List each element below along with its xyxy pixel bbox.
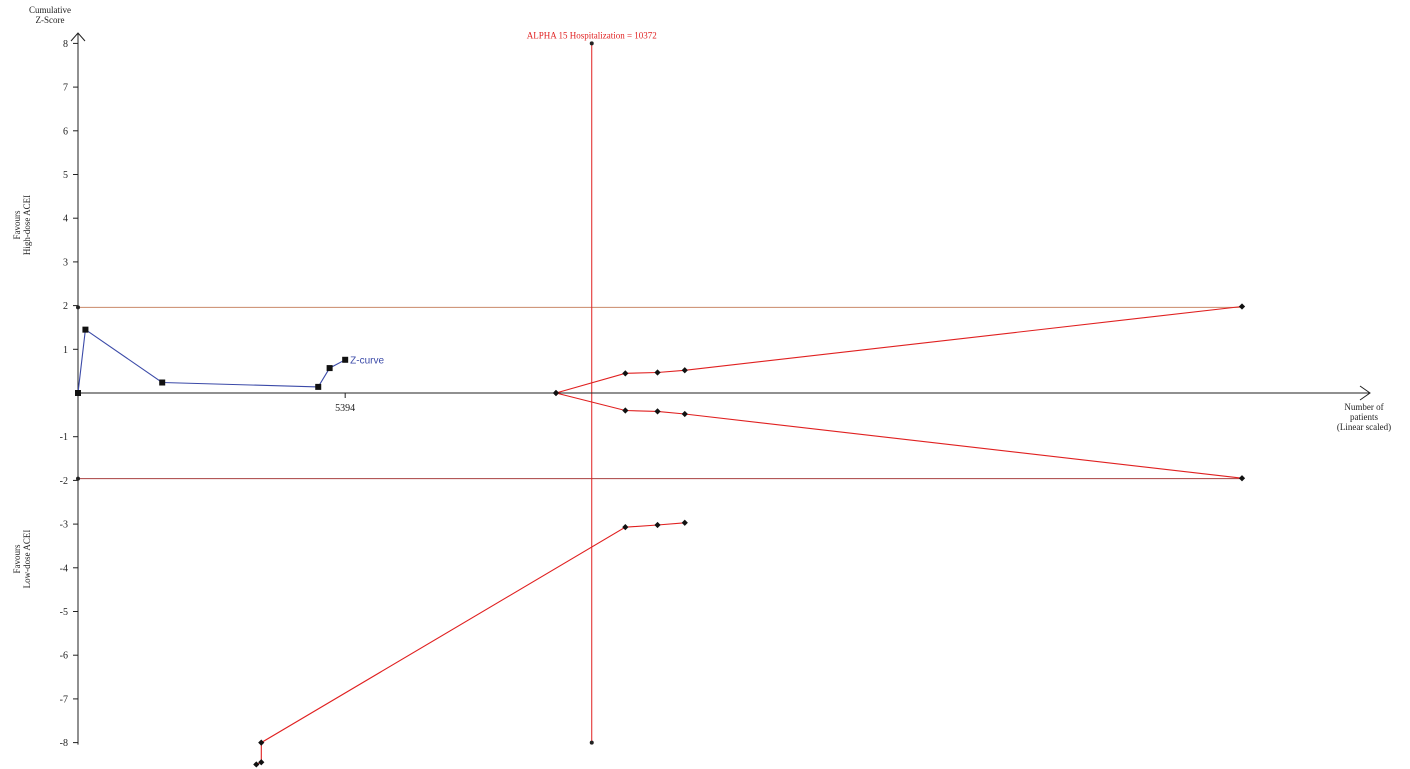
y-tick-label: -4 — [60, 563, 68, 574]
favours-high-dose-label-line: Favours — [12, 210, 22, 239]
y-tick-label: 3 — [63, 257, 68, 268]
z-curve-point — [82, 326, 89, 333]
ris-label: ALPHA 15 Hospitalization = 10372 — [527, 30, 657, 40]
x-axis-arrow — [1359, 385, 1371, 401]
y-tick-label: 2 — [63, 301, 68, 312]
x-axis-title: (Linear scaled) — [1337, 422, 1391, 432]
boundary-point — [681, 410, 688, 418]
y-axis-title: Z-Score — [36, 15, 65, 25]
y-tick-label: 6 — [63, 126, 68, 137]
boundary-point — [622, 370, 629, 377]
y-tick-label: 5 — [63, 170, 68, 181]
z-curve-point — [326, 365, 333, 372]
z-curve-line — [77, 328, 346, 394]
boundary-point — [552, 389, 560, 397]
ris-marker — [589, 41, 594, 46]
boundary-point — [1238, 475, 1246, 482]
x-tick-label: 5394 — [335, 403, 355, 414]
y-tick-label: -7 — [60, 694, 68, 705]
boundary-line-2 — [555, 392, 1243, 479]
boundary-point — [622, 407, 629, 414]
boundary-point — [654, 369, 661, 376]
z-curve-point — [342, 356, 349, 363]
boundary-point — [654, 521, 661, 529]
favours-high-dose-label-line: High-dose ACEI — [22, 195, 32, 255]
y-axis-arrow — [70, 32, 86, 42]
boundary-line-1 — [555, 305, 1243, 394]
y-tick-label: -3 — [60, 520, 68, 531]
y-tick-label: -1 — [60, 432, 68, 443]
y-axis-title: Cumulative — [29, 5, 71, 15]
z-curve-point — [315, 383, 322, 390]
y-tick-label: 8 — [63, 39, 68, 50]
boundary-point — [654, 408, 661, 415]
y-tick-label: -5 — [60, 607, 68, 618]
ris-marker — [589, 740, 594, 745]
favours-low-dose-label: Favours Low-dose ACEI — [12, 530, 32, 589]
y-tick-label: -6 — [60, 651, 68, 662]
z-curve-label: Z-curve — [350, 355, 384, 366]
boundary-point — [258, 759, 265, 766]
boundary-point — [1238, 303, 1246, 310]
y-tick-label: -2 — [60, 476, 68, 487]
y-tick-label: 7 — [63, 83, 68, 94]
x-axis-title: patients — [1350, 412, 1378, 422]
y-tick-label: 1 — [63, 345, 68, 356]
boundary-point — [258, 739, 265, 746]
boundary-point — [681, 367, 688, 374]
x-axis-title: Number of — [1344, 402, 1383, 412]
boundary-point — [622, 524, 629, 531]
y-tick-label: 4 — [63, 214, 68, 225]
boundary-line-3 — [256, 522, 685, 766]
boundary-point — [681, 519, 688, 526]
y-tick-label: -8 — [60, 738, 68, 749]
z-curve-point — [75, 390, 81, 396]
favours-low-dose-label-line: Favours — [12, 544, 22, 573]
favours-high-dose-label: Favours High-dose ACEI — [12, 195, 32, 255]
favours-low-dose-label-line: Low-dose ACEI — [22, 530, 32, 589]
z-curve-point — [159, 379, 166, 386]
